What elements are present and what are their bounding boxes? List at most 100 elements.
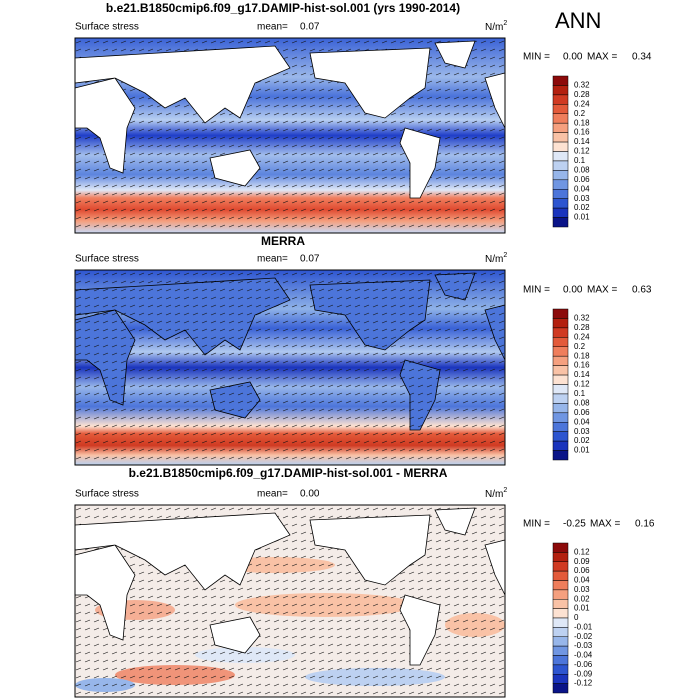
mean-value: 0.00	[300, 489, 320, 500]
colorbar-label: -0.03	[574, 641, 593, 650]
colorbar-label: 0.24	[574, 99, 590, 108]
colorbar-box	[552, 151, 569, 162]
variable: Surface stress	[75, 489, 139, 500]
colorbar-label: 0.04	[574, 576, 590, 585]
colorbar-label: 0.02	[574, 203, 590, 212]
colorbar-box	[552, 355, 569, 366]
mean-value: 0.07	[300, 22, 320, 33]
colorbar-box	[552, 552, 569, 562]
colorbar-label: 0.02	[574, 594, 590, 603]
units-text: N/m	[485, 489, 503, 500]
units: N/m2	[485, 252, 507, 265]
colorbar-box	[552, 179, 569, 190]
colorbar-label: 0.01	[574, 446, 590, 455]
min-value: 0.00	[563, 285, 583, 296]
colorbar-box	[552, 384, 569, 395]
colorbar-label: -0.09	[574, 669, 593, 678]
units-sup: 2	[503, 20, 507, 27]
colorbar-box	[552, 113, 569, 124]
colorbar-box	[552, 440, 569, 451]
colorbar-box	[552, 327, 569, 338]
colorbar-label: -0.04	[574, 651, 593, 660]
colorbar-label: 0.12	[574, 547, 590, 556]
colorbar-box	[552, 627, 569, 637]
colorbar-box	[552, 617, 569, 628]
colorbar-box	[552, 337, 569, 347]
colorbar-box	[552, 198, 569, 209]
variable: Surface stress	[75, 254, 139, 265]
colorbar-label: -0.02	[574, 632, 593, 641]
min-label: MIN =	[523, 285, 550, 296]
colorbar-label: 0.08	[574, 165, 590, 174]
season-label: ANN	[555, 8, 601, 33]
colorbar-label: 0.18	[574, 118, 590, 127]
units: N/m2	[485, 20, 507, 33]
map-frame	[74, 37, 506, 234]
colorbar-label: 0.1	[574, 389, 586, 398]
colorbar-box	[552, 308, 569, 319]
colorbar-label: 0.06	[574, 566, 590, 575]
colorbar-box	[552, 75, 569, 86]
colorbar-label: 0.16	[574, 361, 590, 370]
map-frame	[74, 269, 506, 466]
mean-label: mean=	[257, 489, 288, 500]
colorbar-label: -0.12	[574, 679, 593, 688]
units-text: N/m	[485, 254, 503, 265]
colorbar-box	[552, 664, 569, 675]
colorbar-box	[552, 674, 569, 684]
units-sup: 2	[503, 487, 507, 494]
colorbar-box	[552, 645, 569, 656]
max-value: 0.16	[635, 519, 655, 530]
colorbar-label: 0.06	[574, 408, 590, 417]
colorbar-box	[552, 608, 569, 619]
mean-label: mean=	[257, 22, 288, 33]
max-label: MAX =	[590, 519, 620, 530]
colorbar-label: 0.12	[574, 380, 590, 389]
colorbar-box	[552, 450, 569, 461]
colorbar-box	[552, 207, 569, 218]
colorbar-label: 0.2	[574, 109, 586, 118]
panel-title: b.e21.B1850cmip6.f09_g17.DAMIP-hist-sol.…	[129, 466, 448, 480]
min-label: MIN =	[523, 519, 550, 530]
colorbar-box	[552, 141, 569, 152]
colorbar-label: 0.03	[574, 194, 590, 203]
colorbar-label: 0.08	[574, 398, 590, 407]
colorbar-box	[552, 346, 569, 357]
colorbar-label: 0.01	[574, 213, 590, 222]
colorbar-label: 0.16	[574, 128, 590, 137]
units-sup: 2	[503, 252, 507, 259]
colorbar-label: 0.06	[574, 175, 590, 184]
colorbar-box	[552, 217, 569, 228]
colorbar-label: 0.24	[574, 332, 590, 341]
colorbar-box	[552, 318, 569, 329]
colorbar-label: 0.03	[574, 585, 590, 594]
max-value: 0.34	[632, 52, 652, 63]
colorbar-label: 0.32	[574, 81, 590, 90]
colorbar-box	[552, 393, 569, 404]
colorbar-label: 0.04	[574, 184, 590, 193]
units: N/m2	[485, 487, 507, 500]
colorbar-box	[552, 132, 569, 143]
colorbar-label: 0.32	[574, 314, 590, 323]
colorbar-box	[552, 122, 569, 133]
min-value: 0.00	[563, 52, 583, 63]
max-value: 0.63	[632, 285, 652, 296]
map	[74, 504, 506, 698]
map	[74, 37, 506, 234]
vectors	[75, 270, 505, 465]
colorbar-label: 0.28	[574, 90, 590, 99]
colorbar-box	[552, 104, 569, 114]
colorbars: 0.320.280.240.20.180.160.140.120.10.080.…	[552, 75, 593, 694]
colorbar-box	[552, 589, 569, 600]
colorbar-label: 0.14	[574, 370, 590, 379]
colorbar-box	[552, 570, 569, 581]
mean-value: 0.07	[300, 254, 320, 265]
colorbar-label: 0.12	[574, 147, 590, 156]
colorbar-box	[552, 403, 569, 414]
colorbar-label: 0.2	[574, 342, 586, 351]
colorbar-box	[552, 542, 569, 553]
colorbar-box	[552, 422, 569, 432]
colorbar-label: 0.03	[574, 427, 590, 436]
max-label: MAX =	[587, 285, 617, 296]
colorbar-box	[552, 655, 569, 666]
